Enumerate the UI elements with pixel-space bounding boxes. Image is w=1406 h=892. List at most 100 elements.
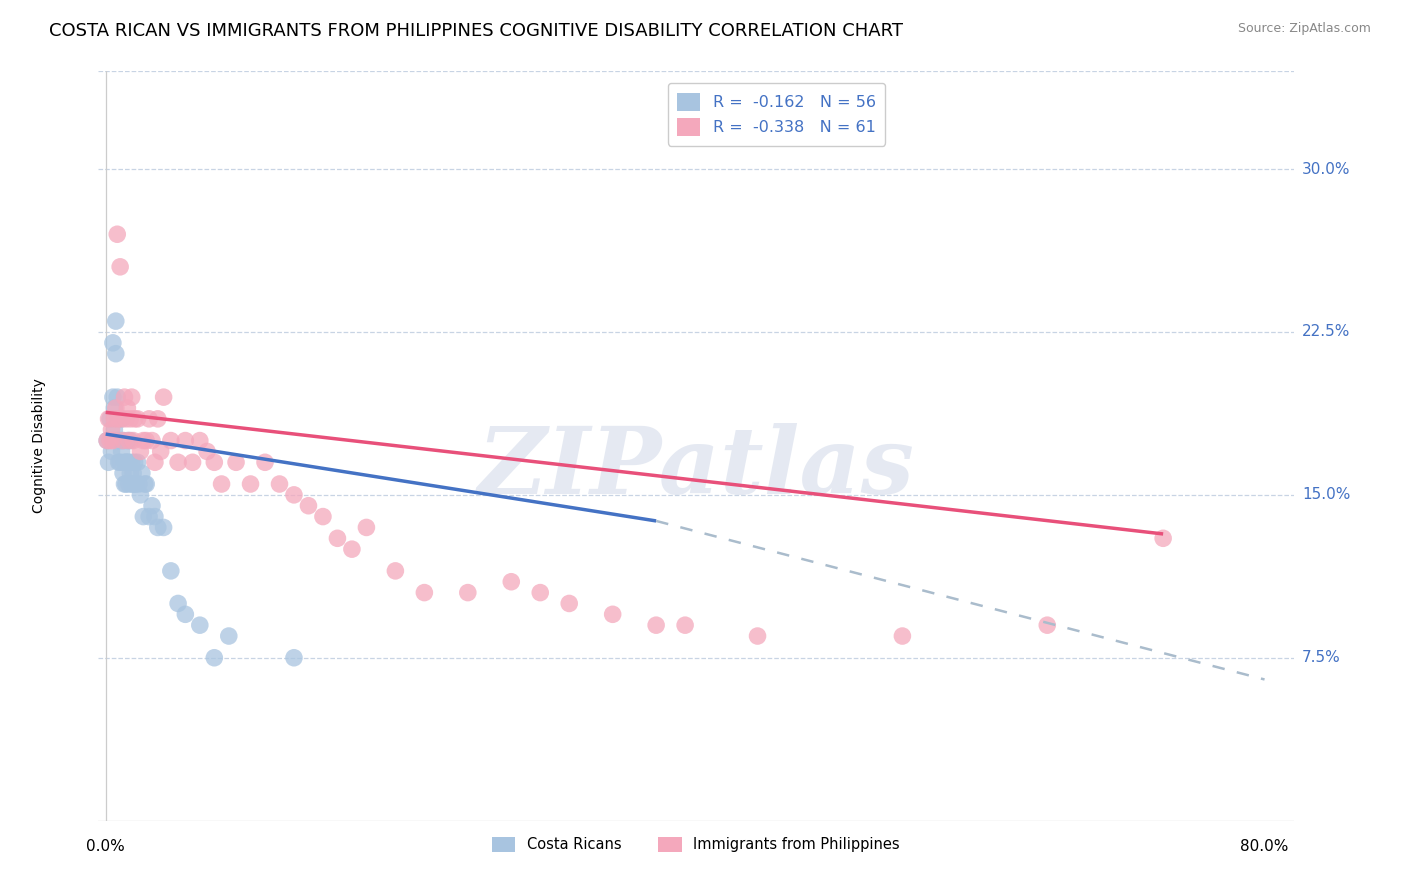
Point: [108, 455, 131, 469]
Text: ZIPatlas: ZIPatlas: [478, 424, 914, 514]
Point: [138, 412, 160, 426]
Point: [117, 455, 139, 469]
Point: [211, 477, 233, 491]
Point: [529, 585, 551, 599]
Point: [356, 520, 378, 534]
Point: [101, 335, 124, 350]
Point: [101, 434, 124, 448]
Point: [160, 564, 183, 578]
Point: [149, 444, 172, 458]
Point: [104, 347, 127, 361]
Text: 7.5%: 7.5%: [1302, 650, 1340, 665]
Point: [138, 509, 160, 524]
Point: [101, 390, 124, 404]
Point: [110, 412, 132, 426]
Text: COSTA RICAN VS IMMIGRANTS FROM PHILIPPINES COGNITIVE DISABILITY CORRELATION CHAR: COSTA RICAN VS IMMIGRANTS FROM PHILIPPIN…: [49, 22, 903, 40]
Point: [118, 455, 141, 469]
Point: [103, 401, 125, 415]
Point: [134, 477, 156, 491]
Point: [269, 477, 291, 491]
Point: [112, 466, 135, 480]
Point: [1152, 531, 1174, 545]
Point: [645, 618, 668, 632]
Point: [457, 585, 479, 599]
Point: [132, 509, 155, 524]
Point: [501, 574, 523, 589]
Point: [152, 520, 174, 534]
Point: [326, 531, 349, 545]
Point: [97, 455, 120, 469]
Point: [114, 390, 136, 404]
Point: [174, 434, 197, 448]
Point: [340, 542, 363, 557]
Point: [122, 466, 145, 480]
Point: [135, 477, 157, 491]
Point: [673, 618, 696, 632]
Point: [103, 423, 125, 437]
Point: [105, 227, 128, 242]
Point: [253, 455, 276, 469]
Point: [108, 260, 131, 274]
Text: 0.0%: 0.0%: [86, 839, 125, 855]
Point: [143, 509, 166, 524]
Point: [128, 477, 150, 491]
Point: [117, 434, 139, 448]
Point: [384, 564, 406, 578]
Point: [188, 434, 211, 448]
Point: [174, 607, 197, 622]
Point: [167, 597, 190, 611]
Point: [143, 455, 166, 469]
Point: [225, 455, 247, 469]
Point: [127, 455, 149, 469]
Point: [121, 390, 143, 404]
Point: [115, 455, 138, 469]
Point: [107, 455, 129, 469]
Point: [110, 444, 132, 458]
Point: [115, 412, 138, 426]
Point: [124, 412, 146, 426]
Point: [104, 401, 127, 415]
Point: [146, 520, 169, 534]
Point: [124, 455, 146, 469]
Point: [117, 401, 139, 415]
Text: Source: ZipAtlas.com: Source: ZipAtlas.com: [1237, 22, 1371, 36]
Point: [105, 434, 128, 448]
Text: Cognitive Disability: Cognitive Disability: [32, 378, 45, 514]
Point: [202, 650, 225, 665]
Point: [558, 597, 581, 611]
Point: [108, 434, 131, 448]
Point: [100, 423, 122, 437]
Point: [122, 434, 145, 448]
Text: 15.0%: 15.0%: [1302, 487, 1350, 502]
Point: [413, 585, 436, 599]
Point: [112, 434, 135, 448]
Point: [100, 444, 122, 458]
Point: [202, 455, 225, 469]
Text: 30.0%: 30.0%: [1302, 161, 1350, 177]
Point: [107, 434, 129, 448]
Point: [104, 314, 127, 328]
Legend: Costa Ricans, Immigrants from Philippines: Costa Ricans, Immigrants from Philippine…: [486, 831, 905, 858]
Point: [127, 412, 149, 426]
Point: [96, 434, 118, 448]
Point: [125, 477, 148, 491]
Point: [132, 434, 155, 448]
Point: [103, 412, 125, 426]
Point: [312, 509, 335, 524]
Point: [107, 412, 129, 426]
Point: [122, 477, 145, 491]
Point: [97, 412, 120, 426]
Point: [118, 477, 141, 491]
Point: [283, 488, 305, 502]
Point: [141, 499, 163, 513]
Point: [121, 477, 143, 491]
Point: [167, 455, 190, 469]
Text: 22.5%: 22.5%: [1302, 325, 1350, 340]
Point: [146, 412, 169, 426]
Point: [98, 412, 121, 426]
Point: [120, 466, 142, 480]
Point: [181, 455, 204, 469]
Point: [188, 618, 211, 632]
Point: [121, 455, 143, 469]
Point: [120, 412, 142, 426]
